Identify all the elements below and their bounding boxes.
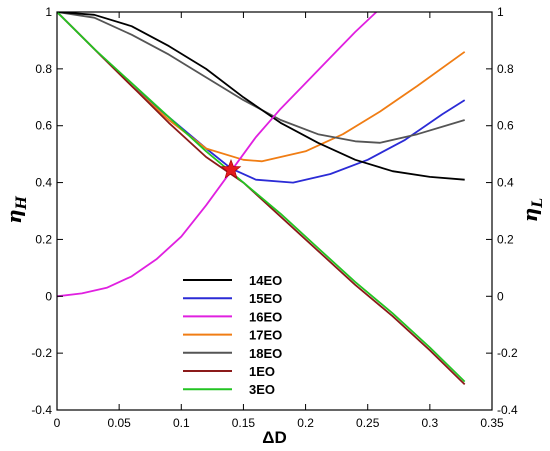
series-line-17eo — [57, 12, 466, 163]
y-tick-label-left-7: 1 — [45, 5, 52, 19]
y-tick-label-left-6: 0.8 — [35, 62, 52, 76]
y-tick-label-right-4: 0.4 — [497, 176, 514, 190]
series-line-14eo — [57, 12, 465, 181]
x-tick-label-4: 0.2 — [297, 416, 314, 430]
legend-label-3eo: 3EO — [249, 382, 275, 397]
legend-label-15eo: 15EO — [249, 291, 282, 306]
series-group — [57, 12, 466, 386]
y-tick-label-right-6: 0.8 — [497, 62, 514, 76]
legend-label-16eo: 16EO — [249, 309, 282, 324]
x-axis-label: ΔD — [262, 428, 287, 447]
x-tick-label-1: 0.05 — [107, 416, 131, 430]
y-tick-label-right-5: 0.6 — [497, 119, 514, 133]
series-line-1eo — [57, 12, 466, 386]
legend: 14EO 15EO 16EO 17EO 18EO 1EO 3EO — [183, 273, 282, 397]
x-tick-label-0: 0 — [54, 416, 61, 430]
series-line-3eo — [57, 12, 466, 383]
y-tick-label-right-7: 1 — [497, 5, 504, 19]
x-tick-label-6: 0.3 — [422, 416, 439, 430]
y-tick-label-left-1: -0.2 — [31, 346, 52, 360]
y-tick-label-right-1: -0.2 — [497, 346, 518, 360]
y-tick-label-left-4: 0.4 — [35, 176, 52, 190]
legend-label-14eo: 14EO — [249, 273, 282, 288]
y-tick-label-right-2: 0 — [497, 289, 504, 303]
y-tick-label-left-2: 0 — [45, 289, 52, 303]
x-tick-label-3: 0.15 — [232, 416, 256, 430]
y-tick-label-left-3: 0.2 — [35, 232, 52, 246]
y-tick-label-left-0: -0.4 — [31, 403, 52, 417]
plot-frame — [56, 11, 493, 411]
legend-label-1eo: 1EO — [249, 364, 275, 379]
y-axis-label-right: ηL — [518, 198, 546, 223]
series-line-15eo — [57, 12, 466, 184]
marker-group — [220, 158, 242, 179]
x-tick-label-5: 0.25 — [356, 416, 380, 430]
y-tick-label-left-5: 0.6 — [35, 119, 52, 133]
y-tick-label-right-3: 0.2 — [497, 232, 514, 246]
y-axis-label-left: ηH — [2, 195, 30, 224]
series-line-16eo — [57, 12, 378, 298]
x-tick-label-2: 0.1 — [173, 416, 190, 430]
legend-label-18eo: 18EO — [249, 346, 282, 361]
y-tick-label-right-0: -0.4 — [497, 403, 518, 417]
axes: 0 0.05 0.1 0.15 0.2 0.25 0.3 0.35-0.4 -0.4-0.2 -0… — [2, 5, 546, 447]
x-tick-label-7: 0.35 — [480, 416, 504, 430]
legend-label-17eo: 17EO — [249, 328, 282, 343]
series-line-18eo — [57, 12, 465, 144]
star-marker — [220, 158, 242, 179]
